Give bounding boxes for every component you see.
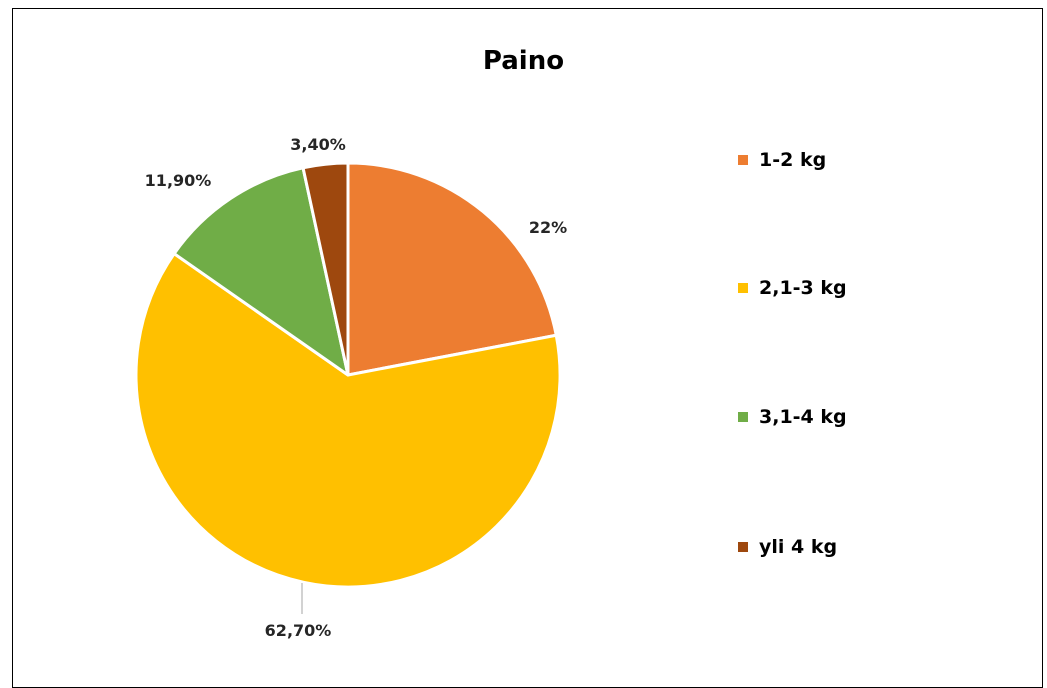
chart-title: Paino xyxy=(482,46,565,76)
legend-label: 3,1-4 kg xyxy=(759,406,847,428)
legend-label: 2,1-3 kg xyxy=(759,277,847,299)
legend-swatch xyxy=(738,412,748,422)
data-label-4: 3,40% xyxy=(290,135,346,154)
data-label-2: 62,70% xyxy=(265,621,332,640)
pie-slice-1 xyxy=(346,161,558,377)
legend-label: yli 4 kg xyxy=(759,536,838,558)
legend-label: 1-2 kg xyxy=(759,149,827,171)
legend-item-2: 2,1-3 kg xyxy=(738,277,847,299)
pie-slice-3 xyxy=(172,166,350,377)
legend-item-1: 1-2 kg xyxy=(738,149,826,171)
legend-item-4: yli 4 kg xyxy=(738,536,837,558)
pie-slice-4 xyxy=(301,161,350,377)
data-label-3: 11,90% xyxy=(145,171,212,190)
legend-swatch xyxy=(738,155,748,165)
legend-swatch xyxy=(738,283,748,293)
pie-slice-2 xyxy=(134,252,562,589)
legend-swatch xyxy=(738,542,748,552)
data-label-1: 22% xyxy=(529,218,567,237)
legend-item-3: 3,1-4 kg xyxy=(738,406,847,428)
